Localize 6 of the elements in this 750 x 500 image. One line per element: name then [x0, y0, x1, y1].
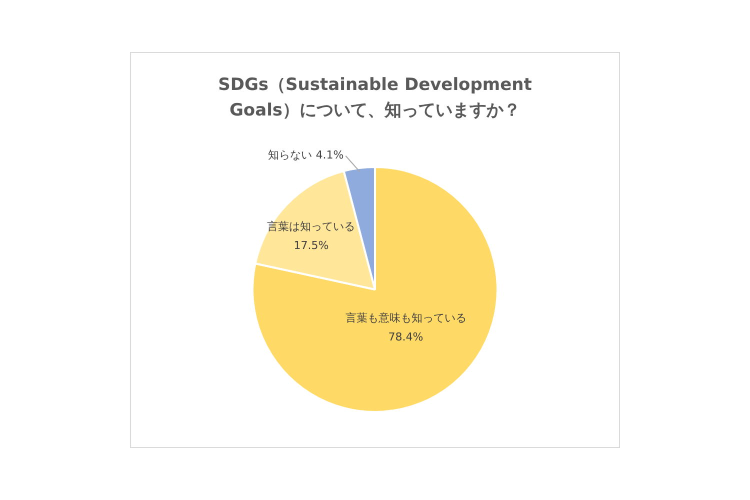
- chart-title: SDGs（Sustainable Development Goals）について、知っていますか？: [218, 75, 532, 121]
- slice-label: 言葉も意味も知っている: [345, 312, 466, 325]
- slice-label: 言葉は知っている: [267, 220, 356, 233]
- data-label: 78.4%: [388, 330, 424, 344]
- data-label: 17.5%: [294, 239, 329, 252]
- slice-label: 知らない 4.1%: [268, 148, 344, 162]
